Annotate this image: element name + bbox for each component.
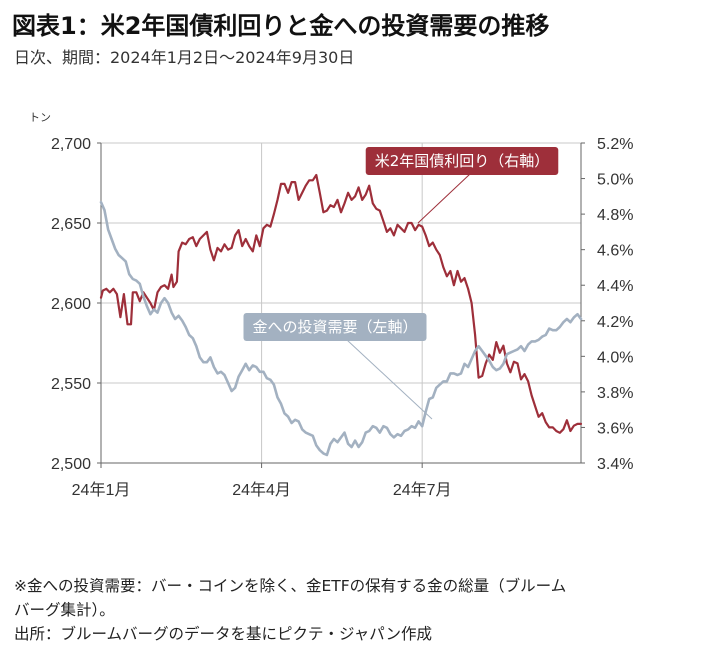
left-tick-label: 2,550 bbox=[51, 376, 91, 393]
note-line: バーグ集計）。 bbox=[14, 601, 115, 619]
gold-callout-label: 金への投資需要（左軸） bbox=[252, 318, 417, 336]
x-axis-ticks: 24年1月 24年4月 24年7月 bbox=[72, 463, 452, 499]
yield-callout-box bbox=[365, 147, 559, 175]
right-tick-label: 4.8% bbox=[597, 207, 633, 224]
yield-line bbox=[99, 173, 583, 434]
left-tick-label: 2,700 bbox=[51, 136, 91, 153]
yield-callout: 米2年国債利回り（右軸） bbox=[365, 147, 559, 224]
x-tick-label: 24年7月 bbox=[393, 481, 452, 499]
gold-callout: 金への投資需要（左軸） bbox=[243, 313, 433, 420]
chart-title: 図表1：米2年国債利回りと金への投資需要の推移 bbox=[12, 12, 550, 40]
left-tick-label: 2,500 bbox=[51, 456, 91, 473]
right-tick-label: 3.6% bbox=[597, 420, 633, 437]
right-tick-label: 4.2% bbox=[597, 314, 633, 331]
note-line: ※金への投資需要：バー・コインを除く、金ETFの保有する金の総量（ブルーム bbox=[14, 577, 567, 595]
yield-callout-leader bbox=[417, 173, 471, 224]
chart-notes: ※金への投資需要：バー・コインを除く、金ETFの保有する金の総量（ブルーム バー… bbox=[14, 574, 704, 646]
right-tick-label: 3.8% bbox=[597, 385, 633, 402]
source-note: 出所：ブルームバーグのデータを基にピクテ・ジャパン作成 bbox=[14, 625, 433, 643]
right-tick-label: 4.0% bbox=[597, 349, 633, 366]
chart-subtitle: 日次、期間：2024年1月2日～2024年9月30日 bbox=[14, 48, 355, 67]
series-lines bbox=[99, 173, 583, 457]
left-tick-label: 2,600 bbox=[51, 296, 91, 313]
right-tick-label: 5.0% bbox=[597, 172, 633, 189]
left-axis-unit: トン bbox=[29, 111, 51, 124]
gold-demand-line bbox=[99, 200, 583, 457]
x-tick-label: 24年1月 bbox=[72, 481, 131, 499]
right-tick-label: 4.6% bbox=[597, 243, 633, 260]
line-chart: 2,500 2,550 2,600 2,650 2,700 3.4% 3.6% 3.8% 4.… bbox=[29, 111, 633, 499]
left-axis-ticks: 2,500 2,550 2,600 2,650 2,700 bbox=[51, 136, 101, 473]
right-tick-label: 4.4% bbox=[597, 278, 633, 295]
gold-callout-box bbox=[243, 313, 427, 341]
gold-callout-leader bbox=[346, 339, 433, 420]
left-tick-label: 2,650 bbox=[51, 216, 91, 233]
x-tick-label: 24年4月 bbox=[232, 481, 291, 499]
right-tick-label: 5.2% bbox=[597, 136, 633, 153]
right-tick-label: 3.4% bbox=[597, 456, 633, 473]
yield-callout-label: 米2年国債利回り（右軸） bbox=[375, 152, 550, 170]
gridlines bbox=[101, 142, 581, 463]
right-axis-ticks: 3.4% 3.6% 3.8% 4.0% 4.2% 4.4% 4.6% 4.8% 5.0% 5.2% bbox=[581, 136, 633, 473]
